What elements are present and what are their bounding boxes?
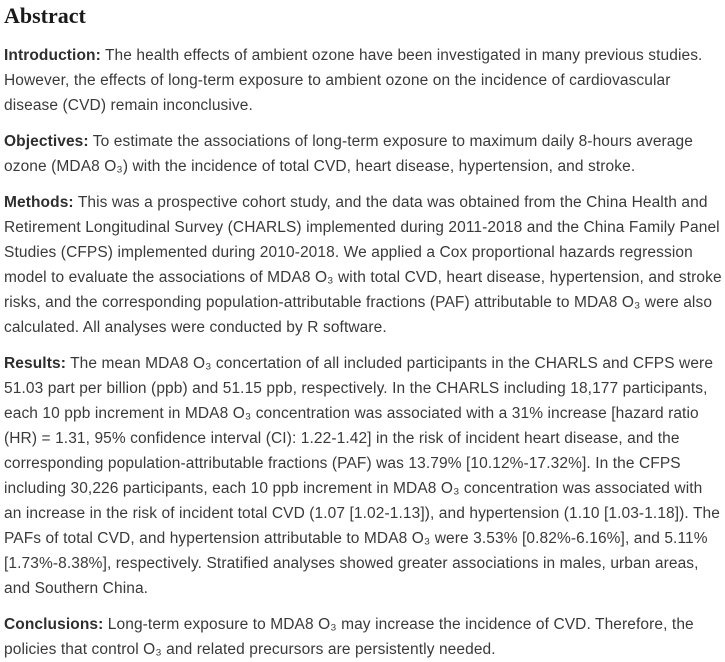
abstract-paragraph: Objectives: To estimate the associations…: [4, 129, 722, 179]
abstract-paragraph: Introduction: The health effects of ambi…: [4, 43, 722, 118]
abstract-paragraphs: Introduction: The health effects of ambi…: [4, 43, 722, 662]
paragraph-text: This was a prospective cohort study, and…: [4, 194, 722, 336]
paragraph-label: Methods:: [4, 194, 74, 211]
abstract-paragraph: Results: The mean MDA8 O₃ concertation o…: [4, 351, 722, 601]
paragraph-text: The mean MDA8 O₃ concertation of all inc…: [4, 355, 720, 597]
paragraph-label: Conclusions:: [4, 616, 104, 633]
paragraph-text: Long-term exposure to MDA8 O₃ may increa…: [4, 616, 694, 658]
abstract-section: Abstract Introduction: The health effect…: [4, 3, 722, 658]
paragraph-label: Introduction:: [4, 47, 101, 64]
abstract-heading: Abstract: [4, 3, 86, 28]
paragraph-text: The health effects of ambient ozone have…: [4, 47, 703, 114]
paragraph-label: Results:: [4, 355, 66, 372]
paragraph-text: To estimate the associations of long-ter…: [4, 133, 693, 175]
abstract-paragraph: Methods: This was a prospective cohort s…: [4, 190, 722, 340]
paragraph-label: Objectives:: [4, 133, 89, 150]
abstract-paragraph: Conclusions: Long-term exposure to MDA8 …: [4, 612, 722, 662]
